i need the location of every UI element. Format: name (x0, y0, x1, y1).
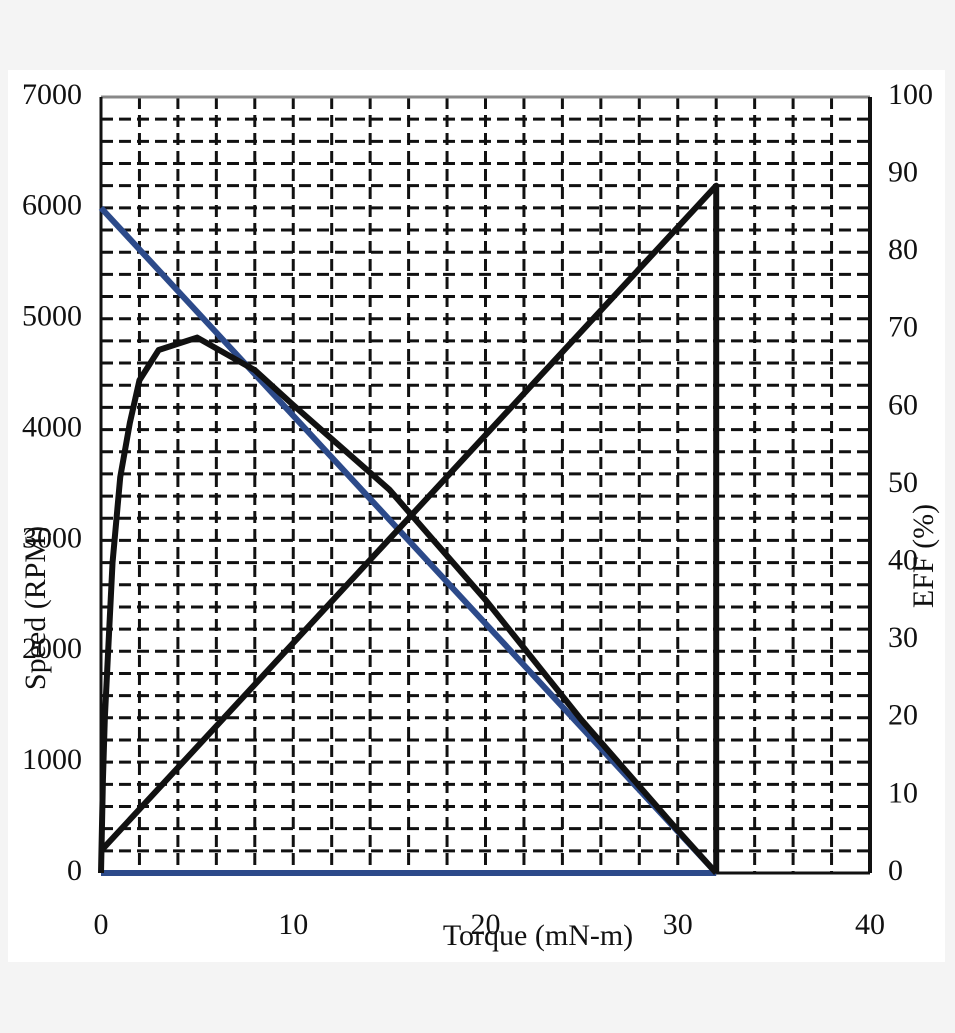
chart-background (8, 70, 945, 962)
y2-tick-label: 100 (888, 78, 933, 111)
y-tick-label: 7000 (22, 78, 82, 111)
y-tick-label: 6000 (22, 189, 82, 222)
x-tick-label: 20 (471, 908, 501, 941)
y2-tick-label: 20 (888, 699, 918, 732)
x-tick-label: 40 (855, 908, 885, 941)
x-tick-label: 30 (663, 908, 693, 941)
y-tick-label: 3000 (22, 521, 82, 554)
y2-tick-label: 40 (888, 543, 918, 576)
y2-tick-label: 80 (888, 233, 918, 266)
x-axis-label: Torque (mN-m) (443, 919, 633, 952)
y2-tick-label: 30 (888, 621, 918, 654)
y2-axis-label: EFF (%) (907, 504, 940, 608)
y-tick-label: 4000 (22, 410, 82, 443)
line (98, 182, 720, 873)
y-tick-label: 2000 (22, 632, 82, 665)
y-axis-label: Speed (RPM) (19, 526, 52, 690)
y2-tick-label: 0 (888, 854, 903, 887)
y-tick-label: 5000 (22, 300, 82, 333)
line (98, 334, 719, 876)
x-tick-label: 10 (278, 908, 308, 941)
y2-tick-label: 10 (888, 776, 918, 809)
x-tick-label: 0 (94, 908, 109, 941)
y2-tick-label: 60 (888, 388, 918, 421)
line (98, 205, 719, 876)
y-tick-label: 1000 (22, 743, 82, 776)
y2-tick-label: 70 (888, 311, 918, 344)
y2-tick-label: 90 (888, 155, 918, 188)
y2-tick-label: 50 (888, 466, 918, 499)
y-tick-label: 0 (67, 854, 82, 887)
